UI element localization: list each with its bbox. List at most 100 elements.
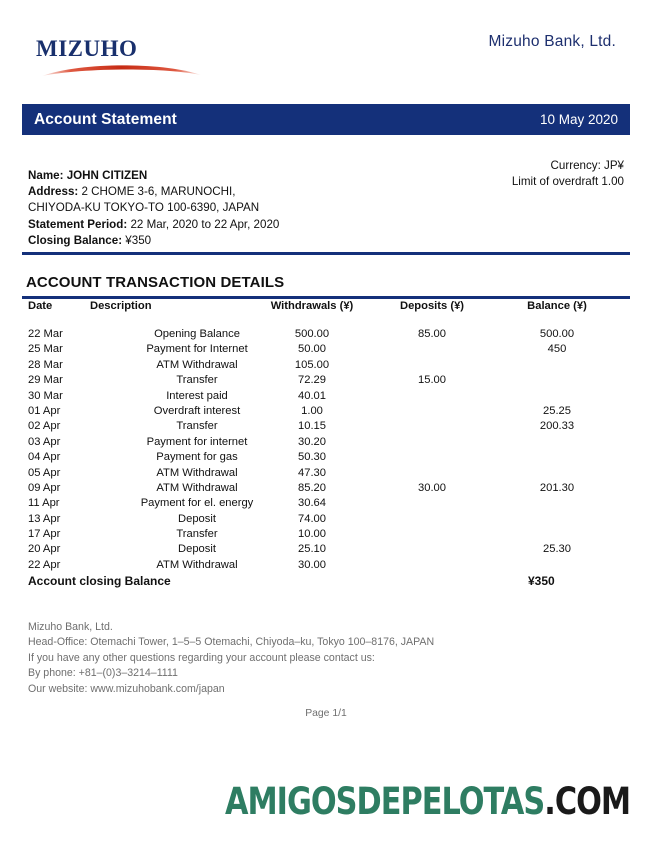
table-row: 04 Apr Payment for gas 50.30 bbox=[22, 451, 630, 466]
address-label: Address: bbox=[28, 185, 79, 199]
name-value: JOHN CITIZEN bbox=[66, 169, 148, 182]
cell-date: 29 Mar bbox=[28, 374, 63, 387]
closing-balance-value: ¥350 bbox=[125, 233, 152, 247]
table-row: 30 Mar Interest paid 40.01 bbox=[22, 390, 630, 405]
account-closing-balance-value: ¥350 bbox=[528, 574, 555, 588]
logo-swoosh-icon bbox=[40, 61, 203, 79]
address-line-2-row: CHIYODA-KU TOKYO-TO 100-6390, JAPAN bbox=[28, 200, 428, 216]
table-header: Date Description Withdrawals (¥) Deposit… bbox=[22, 300, 630, 318]
cell-date: 04 Apr bbox=[28, 451, 61, 464]
footer-contact-prompt: If you have any other questions regardin… bbox=[28, 651, 375, 664]
statement-title-bar: Account Statement 10 May 2020 bbox=[22, 104, 630, 135]
cell-description: Payment for Internet bbox=[146, 343, 248, 356]
cell-description: Transfer bbox=[176, 374, 218, 387]
cell-balance: 25.25 bbox=[543, 404, 571, 417]
cell-balance: 25.30 bbox=[543, 543, 571, 556]
watermark-suffix: .COM bbox=[544, 780, 631, 823]
cell-balance: 450 bbox=[547, 343, 567, 356]
closing-balance-row: Closing Balance: ¥350 bbox=[28, 233, 428, 249]
page-number: Page 1/1 bbox=[305, 708, 347, 719]
logo-wordmark: MIZUHO bbox=[36, 28, 138, 64]
statement-period-row: Statement Period: 22 Mar, 2020 to 22 Apr… bbox=[28, 217, 428, 233]
footer-bank-name: Mizuho Bank, Ltd. bbox=[28, 621, 113, 633]
cell-date: 05 Apr bbox=[28, 466, 61, 479]
cell-description: Deposit bbox=[178, 512, 216, 525]
cell-deposits: 85.00 bbox=[418, 328, 446, 340]
cell-withdrawals: 72.29 bbox=[298, 374, 326, 387]
statement-date: 10 May 2020 bbox=[539, 112, 618, 127]
cell-withdrawals: 25.10 bbox=[298, 543, 326, 556]
cell-withdrawals: 500.00 bbox=[294, 328, 330, 340]
cell-deposits: 15.00 bbox=[418, 374, 446, 387]
column-header-description: Description bbox=[90, 300, 152, 312]
divider-table-header bbox=[22, 296, 630, 299]
column-header-balance: Balance (¥) bbox=[527, 300, 587, 312]
cell-withdrawals: 74.00 bbox=[298, 512, 326, 525]
cell-withdrawals: 50.00 bbox=[298, 343, 326, 356]
currency-label: Currency: JP¥ bbox=[550, 159, 624, 172]
table-row: 11 Apr Payment for el. energy 30.64 bbox=[22, 497, 630, 512]
customer-address-row: Address: 2 CHOME 3-6, MARUNOCHI, bbox=[28, 184, 428, 200]
document-footer: Mizuho Bank, Ltd. Head-Office: Otemachi … bbox=[28, 620, 434, 697]
column-header-deposits: Deposits (¥) bbox=[399, 300, 465, 312]
cell-date: 13 Apr bbox=[28, 512, 61, 525]
cell-description: ATM Withdrawal bbox=[156, 481, 238, 494]
cell-description: Transfer bbox=[176, 420, 218, 433]
table-row: 09 Apr ATM Withdrawal 85.20 30.00 201.30 bbox=[22, 482, 630, 497]
table-row: 28 Mar ATM Withdrawal 105.00 bbox=[22, 359, 630, 374]
cell-date: 20 Apr bbox=[28, 543, 61, 556]
cell-withdrawals: 10.15 bbox=[298, 420, 326, 433]
cell-deposits: 30.00 bbox=[418, 481, 446, 494]
closing-balance-label: Closing Balance: bbox=[28, 233, 123, 247]
bank-name: Mizuho Bank, Ltd. bbox=[488, 33, 616, 50]
customer-name-row: Name: JOHN CITIZEN bbox=[28, 168, 428, 184]
table-row: 02 Apr Transfer 10.15 200.33 bbox=[22, 420, 630, 435]
document-header: MIZUHO Mizuho Bank, Ltd. bbox=[0, 0, 652, 96]
mizuho-logo: MIZUHO bbox=[36, 30, 226, 82]
cell-description: ATM Withdrawal bbox=[156, 558, 238, 571]
period-label: Statement Period: bbox=[28, 217, 128, 231]
cell-withdrawals: 30.20 bbox=[298, 435, 326, 448]
cell-withdrawals: 40.01 bbox=[298, 389, 326, 402]
cell-description: Interest paid bbox=[166, 389, 228, 402]
account-closing-balance: Account closing Balance ¥350 bbox=[28, 574, 628, 588]
cell-date: 03 Apr bbox=[28, 435, 61, 448]
cell-balance: 200.33 bbox=[539, 420, 575, 433]
cell-description: ATM Withdrawal bbox=[156, 358, 238, 371]
column-header-withdrawals: Withdrawals (¥) bbox=[270, 300, 354, 312]
cell-date: 11 Apr bbox=[28, 497, 60, 510]
cell-description: ATM Withdrawal bbox=[156, 466, 238, 479]
customer-details: Name: JOHN CITIZEN Address: 2 CHOME 3-6,… bbox=[28, 168, 428, 249]
cell-date: 30 Mar bbox=[28, 389, 63, 402]
cell-date: 17 Apr bbox=[28, 528, 61, 541]
cell-description: Deposit bbox=[178, 543, 216, 556]
table-row: 20 Apr Deposit 25.10 25.30 bbox=[22, 543, 630, 558]
cell-date: 01 Apr bbox=[28, 404, 61, 417]
cell-withdrawals: 85.20 bbox=[298, 481, 326, 494]
table-row: 25 Mar Payment for Internet 50.00 450 bbox=[22, 343, 630, 358]
cell-balance: 500.00 bbox=[539, 328, 575, 340]
column-header-date: Date bbox=[28, 300, 53, 312]
cell-withdrawals: 30.00 bbox=[298, 558, 326, 571]
account-closing-balance-label: Account closing Balance bbox=[28, 574, 171, 588]
table-row: 03 Apr Payment for internet 30.20 bbox=[22, 436, 630, 451]
cell-withdrawals: 47.30 bbox=[298, 466, 326, 479]
cell-balance: 201.30 bbox=[539, 481, 575, 494]
footer-phone: By phone: +81–(0)3–3214–1111 bbox=[28, 667, 178, 680]
section-title: ACCOUNT TRANSACTION DETAILS bbox=[26, 274, 285, 291]
table-row: 05 Apr ATM Withdrawal 47.30 bbox=[22, 467, 630, 482]
cell-withdrawals: 105.00 bbox=[294, 358, 330, 371]
name-label: Name: bbox=[28, 169, 64, 182]
cell-description: Payment for el. energy bbox=[140, 497, 254, 510]
cell-date: 25 Mar bbox=[28, 343, 63, 356]
table-row: 17 Apr Transfer 10.00 bbox=[22, 528, 630, 543]
cell-description: Transfer bbox=[176, 528, 218, 541]
transactions-table: Date Description Withdrawals (¥) Deposit… bbox=[22, 300, 630, 574]
cell-withdrawals: 30.64 bbox=[298, 497, 326, 510]
table-row: 22 Apr ATM Withdrawal 30.00 bbox=[22, 559, 630, 574]
table-row: 13 Apr Deposit 74.00 bbox=[22, 513, 630, 528]
period-value: 22 Mar, 2020 to 22 Apr, 2020 bbox=[130, 217, 280, 231]
cell-description: Opening Balance bbox=[154, 328, 240, 340]
cell-date: 02 Apr bbox=[28, 420, 61, 433]
